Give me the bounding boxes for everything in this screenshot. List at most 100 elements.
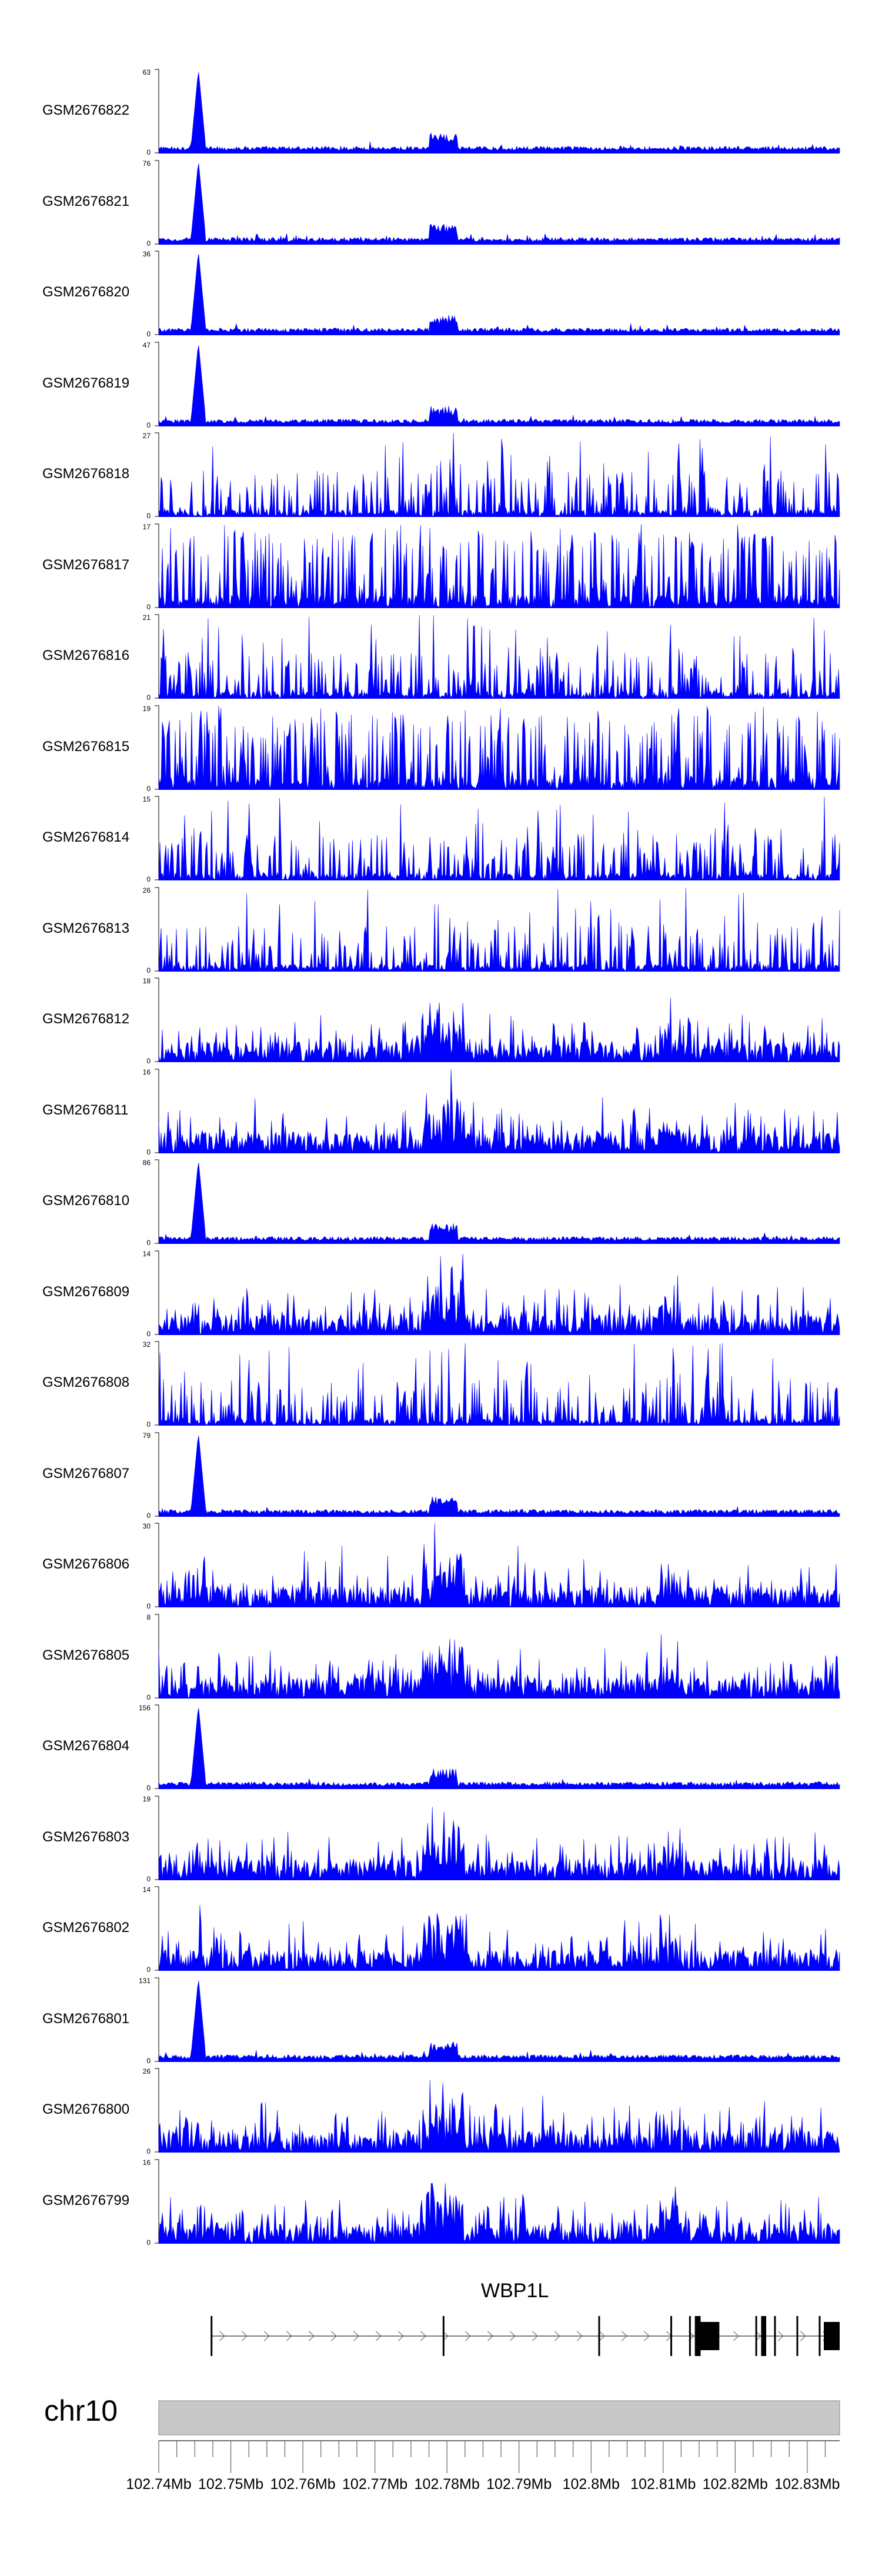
track-plot xyxy=(155,1614,840,1699)
track-GSM2676815: GSM2676815 19 0 xyxy=(0,702,882,793)
strand-arrow-icon xyxy=(241,2331,248,2341)
track-GSM2676807: GSM2676807 79 0 xyxy=(0,1429,882,1520)
track-GSM2676820: GSM2676820 36 0 xyxy=(0,248,882,339)
track-ymax-label: 16 xyxy=(142,1067,151,1076)
coverage-area xyxy=(158,1163,840,1244)
strand-arrow-icon xyxy=(397,2331,405,2341)
track-plot xyxy=(155,1159,840,1244)
track-label: GSM2676818 xyxy=(42,466,130,482)
coverage-area xyxy=(158,796,840,881)
axis-tick-label: 102.78Mb xyxy=(414,2476,480,2492)
strand-arrow-icon xyxy=(375,2331,382,2341)
gene-exon xyxy=(796,2316,799,2356)
track-ymax-label: 76 xyxy=(142,159,151,168)
track-GSM2676804: GSM2676804 156 0 xyxy=(0,1701,882,1793)
track-label: GSM2676821 xyxy=(42,193,130,209)
track-ymin-label: 0 xyxy=(146,1784,151,1792)
track-plot xyxy=(155,69,840,154)
track-ymin-label: 0 xyxy=(146,1420,151,1429)
track-ymin-label: 0 xyxy=(146,512,151,520)
track-y-axis xyxy=(155,977,159,1062)
track-label: GSM2676805 xyxy=(42,1647,130,1663)
track-ymin-label: 0 xyxy=(146,1239,151,1247)
strand-arrow-icon xyxy=(308,2331,315,2341)
track-ymax-label: 15 xyxy=(142,795,151,803)
track-label: GSM2676809 xyxy=(42,1283,130,1300)
coverage-area xyxy=(158,433,840,517)
axis-tick-label: 102.76Mb xyxy=(270,2476,336,2492)
track-ymax-label: 156 xyxy=(139,1704,151,1712)
track-ymax-label: 18 xyxy=(142,977,151,985)
track-plot xyxy=(155,977,840,1062)
coverage-area xyxy=(158,997,840,1062)
track-y-axis xyxy=(155,160,159,244)
track-plot xyxy=(155,342,840,426)
coverage-area xyxy=(158,1634,840,1699)
strand-arrow-icon xyxy=(286,2331,293,2341)
strand-arrow-icon xyxy=(733,2331,740,2341)
coverage-area xyxy=(158,2080,840,2153)
track-GSM2676806: GSM2676806 30 0 xyxy=(0,1520,882,1611)
track-ymax-label: 14 xyxy=(142,1249,151,1258)
track-ymin-label: 0 xyxy=(146,330,151,338)
track-ymax-label: 63 xyxy=(142,68,151,76)
axis-tick-label: 102.79Mb xyxy=(486,2476,552,2492)
track-ymax-label: 19 xyxy=(142,1794,151,1803)
strand-arrow-icon xyxy=(643,2331,650,2341)
coverage-area xyxy=(158,1435,840,1516)
track-label: GSM2676799 xyxy=(42,2192,130,2208)
coverage-area xyxy=(158,163,840,244)
coverage-area xyxy=(158,1069,840,1153)
track-plot xyxy=(155,1341,840,1426)
strand-arrow-icon xyxy=(599,2331,606,2341)
coverage-area xyxy=(158,1708,840,1789)
coverage-area xyxy=(158,254,840,335)
track-ymin-label: 0 xyxy=(146,693,151,702)
track-label: GSM2676800 xyxy=(42,2101,130,2117)
strand-arrow-icon xyxy=(465,2331,472,2341)
track-GSM2676809: GSM2676809 14 0 xyxy=(0,1247,882,1339)
track-GSM2676822: GSM2676822 63 0 xyxy=(0,66,882,157)
strand-arrow-icon xyxy=(219,2331,226,2341)
track-plot xyxy=(155,160,840,245)
gene-exon xyxy=(442,2316,445,2356)
track-ymin-label: 0 xyxy=(146,148,151,156)
track-ymin-label: 0 xyxy=(146,1693,151,1701)
coverage-area xyxy=(158,1980,840,2061)
strand-arrow-icon xyxy=(353,2331,360,2341)
track-ymax-label: 86 xyxy=(142,1159,151,1167)
axis-tick-label: 102.77Mb xyxy=(342,2476,408,2492)
track-GSM2676814: GSM2676814 15 0 xyxy=(0,793,882,884)
strand-arrow-icon xyxy=(800,2331,807,2341)
track-ymin-label: 0 xyxy=(146,784,151,793)
track-plot xyxy=(155,614,840,699)
track-ymax-label: 14 xyxy=(142,1886,151,1894)
axis-tick-label: 102.83Mb xyxy=(774,2476,840,2492)
track-GSM2676805: GSM2676805 8 0 xyxy=(0,1611,882,1702)
track-plot xyxy=(155,1796,840,1880)
track-ymin-label: 0 xyxy=(146,602,151,611)
strand-arrow-icon xyxy=(554,2331,561,2341)
track-plot xyxy=(155,251,840,335)
track-GSM2676816: GSM2676816 21 0 xyxy=(0,611,882,702)
track-y-axis xyxy=(155,69,159,154)
track-plot xyxy=(155,796,840,881)
track-label: GSM2676806 xyxy=(42,1556,130,1572)
gene-exon xyxy=(824,2322,840,2350)
track-GSM2676818: GSM2676818 27 0 xyxy=(0,429,882,520)
track-ymax-label: 26 xyxy=(142,886,151,895)
track-label: GSM2676815 xyxy=(42,738,130,755)
genome-axis xyxy=(158,2400,840,2473)
track-y-axis xyxy=(155,1069,159,1153)
track-y-axis xyxy=(155,251,159,335)
track-y-axis xyxy=(155,887,159,971)
track-plot xyxy=(155,1432,840,1517)
track-label: GSM2676813 xyxy=(42,920,130,936)
track-label: GSM2676816 xyxy=(42,648,130,663)
track-y-axis xyxy=(155,796,159,880)
coverage-area xyxy=(158,1905,840,1971)
coverage-area xyxy=(158,615,840,699)
track-GSM2676810: GSM2676810 86 0 xyxy=(0,1156,882,1247)
track-ymax-label: 30 xyxy=(142,1522,151,1530)
